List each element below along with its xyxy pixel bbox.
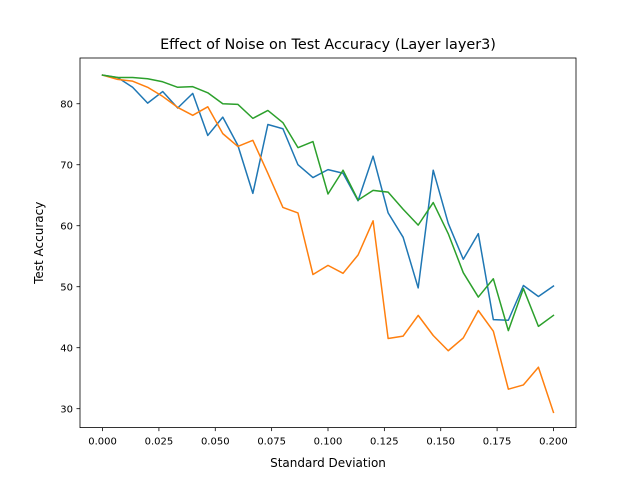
x-tick-label: 0.175 bbox=[483, 437, 512, 448]
y-tick-label: 60 bbox=[60, 221, 73, 232]
y-tick-label: 80 bbox=[60, 99, 73, 110]
series-layer bbox=[101, 74, 555, 414]
x-tick-label: 0.150 bbox=[426, 437, 455, 448]
x-tick-label: 0.050 bbox=[201, 437, 230, 448]
x-tick-label: 0.100 bbox=[314, 437, 343, 448]
x-tick-label: 0.200 bbox=[539, 437, 568, 448]
y-axis-label: Test Accuracy bbox=[32, 202, 46, 285]
y-axis: 30 40 50 60 70 80 bbox=[60, 99, 80, 415]
series-line-3 bbox=[101, 74, 555, 332]
y-tick-label: 30 bbox=[60, 404, 73, 415]
y-tick-label: 50 bbox=[60, 282, 73, 293]
y-tick-label: 70 bbox=[60, 160, 73, 171]
x-axis: 0.000 0.025 0.050 0.075 0.100 0.125 0.150 0.175… bbox=[88, 427, 568, 448]
x-tick-label: 0.025 bbox=[145, 437, 174, 448]
x-tick-label: 0.000 bbox=[88, 437, 117, 448]
x-tick-label: 0.125 bbox=[370, 437, 399, 448]
y-tick-label: 40 bbox=[60, 343, 73, 354]
x-tick-label: 0.075 bbox=[257, 437, 286, 448]
series-line-2 bbox=[101, 74, 555, 414]
chart-title: Effect of Noise on Test Accuracy (Layer … bbox=[160, 37, 496, 53]
x-axis-label: Standard Deviation bbox=[270, 456, 386, 470]
